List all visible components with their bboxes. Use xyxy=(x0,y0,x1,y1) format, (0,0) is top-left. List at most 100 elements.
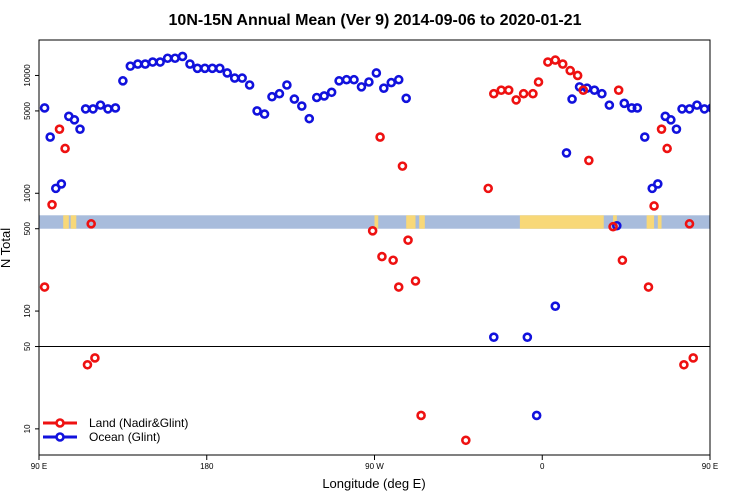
land-point xyxy=(377,251,387,262)
ocean-point xyxy=(371,68,382,78)
ocean-point xyxy=(597,88,607,99)
map-band-land xyxy=(419,215,425,229)
land-point xyxy=(461,435,471,446)
ocean-point xyxy=(244,80,255,90)
ocean-point xyxy=(531,410,542,421)
land-point xyxy=(416,410,426,421)
map-band-land xyxy=(70,215,77,229)
ocean-point xyxy=(110,103,121,113)
map-band-land xyxy=(657,215,662,229)
map-band-land xyxy=(374,215,379,229)
ocean-point xyxy=(386,77,397,88)
ocean-point xyxy=(319,91,329,101)
land-point xyxy=(643,282,654,292)
ocean-point xyxy=(550,301,561,311)
y-tick-label: 1000 xyxy=(23,184,32,202)
ocean-point xyxy=(95,100,106,110)
ocean-point xyxy=(684,104,695,114)
land-point xyxy=(617,255,628,266)
ocean-point xyxy=(653,179,663,189)
x-tick-label: 90 W xyxy=(365,462,384,471)
land-point xyxy=(557,59,568,69)
ocean-point xyxy=(237,73,247,83)
ocean-point xyxy=(619,98,630,109)
ocean-point xyxy=(69,115,80,125)
land-point xyxy=(584,155,594,166)
land-point xyxy=(39,282,50,292)
ocean-point xyxy=(222,68,233,78)
ocean-point xyxy=(118,76,128,86)
map-band-land xyxy=(646,215,655,229)
land-series xyxy=(39,55,699,446)
ocean-point xyxy=(282,80,292,90)
y-tick-label: 10 xyxy=(23,424,32,433)
y-axis: 10 50 100 500 1000 5000 10000 xyxy=(23,64,39,433)
ocean-point xyxy=(707,103,710,113)
map-band xyxy=(39,215,710,229)
ocean-point xyxy=(522,332,533,342)
ocean-point xyxy=(626,103,637,113)
land-point xyxy=(550,55,561,65)
y-tick-label: 100 xyxy=(23,304,32,318)
x-tick-label: 90 E xyxy=(31,462,47,471)
land-point xyxy=(367,226,378,236)
land-point xyxy=(410,276,421,286)
land-point xyxy=(47,199,57,210)
legend-label: Ocean (Glint) xyxy=(89,430,160,444)
land-point xyxy=(60,143,70,154)
land-point xyxy=(688,353,699,363)
legend: Land (Nadir&Glint)Ocean (Glint) xyxy=(43,416,188,444)
map-band-land xyxy=(63,215,69,229)
land-point xyxy=(613,85,624,95)
land-point xyxy=(608,221,618,232)
legend-marker xyxy=(55,432,65,442)
ocean-point xyxy=(379,83,389,93)
chart-title: 10N-15N Annual Mean (Ver 9) 2014-09-06 t… xyxy=(169,12,582,29)
ocean-point xyxy=(304,113,315,124)
ocean-point xyxy=(177,51,188,62)
land-point xyxy=(503,85,514,95)
y-tick-label: 50 xyxy=(23,342,32,351)
ocean-point xyxy=(88,104,98,114)
ocean-point xyxy=(401,93,411,104)
land-point xyxy=(572,70,583,81)
ocean-point xyxy=(45,132,55,142)
ocean-point xyxy=(75,124,85,134)
ocean-point xyxy=(297,101,307,111)
land-point xyxy=(388,255,398,266)
land-point xyxy=(54,124,65,134)
ocean-point xyxy=(326,87,337,98)
ocean-point xyxy=(214,63,225,74)
land-point xyxy=(565,65,576,76)
land-point xyxy=(511,95,521,105)
ocean-point xyxy=(632,103,643,113)
land-point xyxy=(656,124,667,134)
ocean-point xyxy=(567,94,577,104)
legend-marker xyxy=(55,418,65,428)
land-point xyxy=(533,77,544,87)
x-tick-label: 90 E xyxy=(702,462,718,471)
land-point xyxy=(649,201,659,211)
ocean-point xyxy=(289,94,300,104)
land-point xyxy=(397,161,408,171)
ocean-point xyxy=(349,74,359,85)
land-point xyxy=(90,353,100,363)
ocean-point xyxy=(561,148,572,158)
land-point xyxy=(375,132,385,142)
land-point xyxy=(518,88,529,99)
land-point xyxy=(403,235,413,245)
ocean-point xyxy=(252,106,262,116)
ocean-point xyxy=(604,100,615,110)
land-point xyxy=(684,219,695,229)
x-axis: 90 E 180 90 W 0 90 E xyxy=(31,455,718,471)
ocean-point xyxy=(356,82,367,92)
ocean-point xyxy=(692,100,702,110)
y-axis-title: N Total xyxy=(0,228,13,268)
ocean-point xyxy=(589,85,600,95)
land-point xyxy=(679,359,689,370)
ocean-point xyxy=(39,103,50,113)
y-tick-label: 500 xyxy=(23,222,32,236)
ocean-point xyxy=(56,179,67,189)
y-tick-label: 10000 xyxy=(23,64,32,87)
